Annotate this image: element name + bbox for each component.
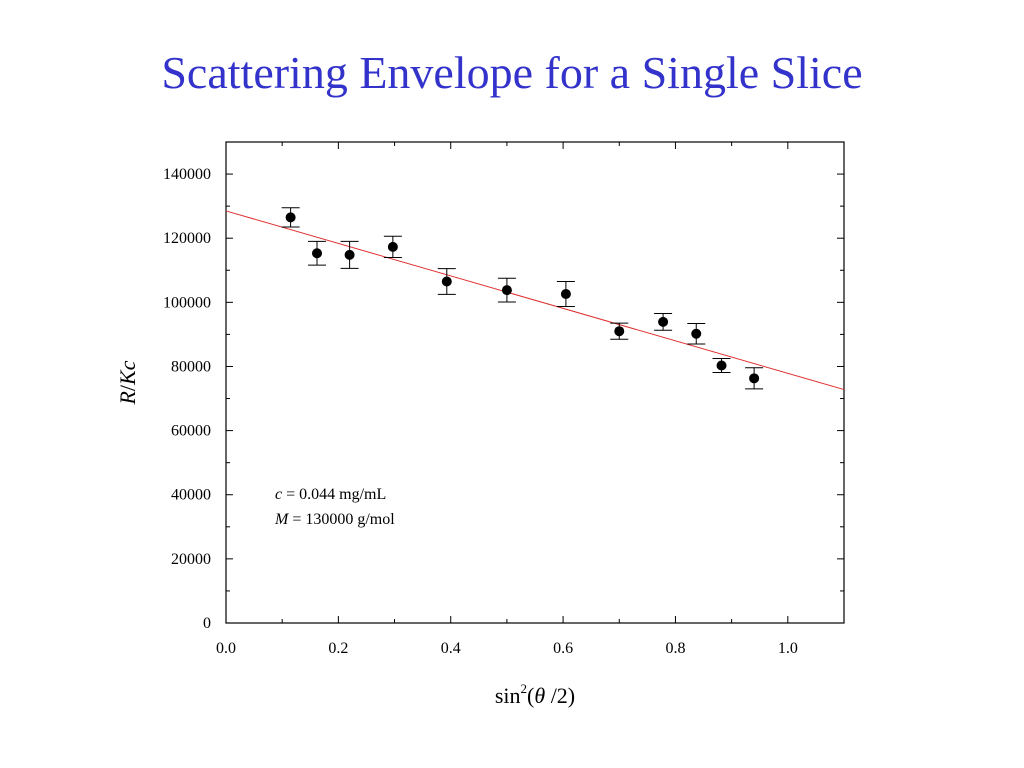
slide-title: Scattering Envelope for a Single Slice [161,47,863,98]
x-axis-ticks: 0.0 0.2 0.4 0.6 0.8 1.0 [216,142,845,657]
x-tick-label: 0.0 [216,640,236,657]
x-title-sup: 2 [521,681,528,696]
annot-c-var: c [275,486,282,503]
data-point [716,360,727,371]
x-tick-label: 0.4 [441,640,461,657]
data-point [285,212,296,223]
y-tick-label: 80000 [171,358,211,375]
y-tick-label: 100000 [163,294,211,311]
data-point [658,316,669,327]
x-tick-label: 1.0 [778,640,798,657]
x-title-theta: θ [534,683,545,708]
y-tick-label: 40000 [171,487,211,504]
x-tick-label: 0.6 [553,640,573,657]
y-title-slash: / [115,384,140,391]
data-point [560,288,571,299]
data-point [387,241,398,252]
y-axis-ticks: 0 20000 40000 60000 80000 100000 120000 140000 [163,141,844,632]
y-tick-label: 120000 [163,230,211,247]
y-tick-label: 20000 [171,551,211,568]
data-point [344,249,355,260]
y-title-r: R [115,391,140,406]
y-tick-label: 140000 [163,166,211,183]
annot-m-var: M [274,511,290,528]
annotation-molar-mass: M = 130000 g/mol [274,511,395,528]
x-tick-label: 0.8 [665,640,685,657]
data-point [312,248,323,259]
data-point [749,373,760,384]
y-tick-label: 60000 [171,423,211,440]
annotation-concentration: c = 0.044 mg/mL [275,486,386,503]
fit-line [225,210,845,391]
x-title-rest: /2) [545,683,575,708]
data-points [281,207,764,390]
x-title-sin: sin [495,683,521,708]
x-axis-title: sin2(θ /2) [495,681,575,708]
data-point [501,285,512,296]
x-tick-label: 0.2 [328,640,348,657]
y-title-kc: Kc [115,360,140,386]
data-point [441,276,452,287]
x-title-open: ( [527,683,534,708]
annot-m-rest: = 130000 g/mol [288,511,395,528]
data-point [614,326,625,337]
plot-frame [225,141,845,624]
annot-c-rest: = 0.044 mg/mL [282,486,386,503]
y-axis-title: R/Kc [115,360,140,405]
y-tick-label: 0 [203,615,211,632]
data-point [691,328,702,339]
